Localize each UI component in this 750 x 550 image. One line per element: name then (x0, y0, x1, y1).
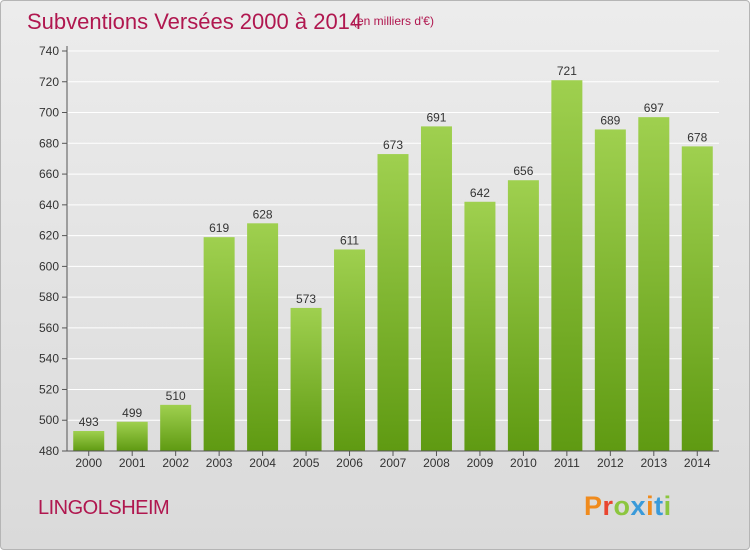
x-tick-label: 2000 (75, 456, 102, 470)
y-tick-label: 500 (39, 413, 59, 427)
bars (73, 80, 713, 452)
bar (334, 249, 366, 451)
data-label: 493 (79, 415, 99, 429)
x-tick-label: 2002 (162, 456, 189, 470)
y-tick-label: 480 (39, 444, 59, 458)
y-tick-label: 700 (39, 106, 59, 120)
chart-subtitle: (en milliers d'€) (353, 14, 434, 28)
bar (203, 237, 235, 451)
bar (594, 129, 626, 451)
x-tick-label: 2004 (249, 456, 276, 470)
data-label: 573 (296, 292, 316, 306)
bar (377, 154, 409, 452)
y-tick-label: 600 (39, 259, 59, 273)
x-tick-label: 2007 (380, 456, 407, 470)
data-label: 691 (426, 110, 446, 124)
data-label: 510 (166, 389, 186, 403)
bar (681, 146, 713, 451)
commune-name: LINGOLSHEIM (38, 497, 170, 519)
x-tick-label: 2003 (206, 456, 233, 470)
bar (160, 404, 192, 451)
bar (464, 201, 496, 451)
data-label: 619 (209, 221, 229, 235)
x-tick-label: 2008 (423, 456, 450, 470)
x-tick-label: 2014 (684, 456, 711, 470)
data-label: 673 (383, 138, 403, 152)
data-labels: 493 499 510 619 628 573 611 673 691 642 656 721 689 6… (79, 64, 708, 429)
bar (116, 421, 148, 451)
x-tick-label: 2012 (597, 456, 624, 470)
y-tick-label: 520 (39, 382, 59, 396)
y-tick-label: 680 (39, 136, 59, 150)
y-tick-label: 740 (39, 44, 59, 58)
y-tick-label: 620 (39, 229, 59, 243)
y-tick-label: 660 (39, 167, 59, 181)
data-label: 642 (470, 186, 490, 200)
axes: 480 500 520 540 560 580 600 620 640 660 680 700 720 7… (39, 44, 719, 470)
x-tick-label: 2013 (640, 456, 667, 470)
proxiti-logo: Proxiti (584, 491, 672, 521)
x-tick-label: 2006 (336, 456, 363, 470)
bar (290, 307, 322, 451)
data-label: 656 (513, 164, 533, 178)
y-tick-label: 560 (39, 321, 59, 335)
x-tick-label: 2011 (554, 456, 580, 470)
bar (507, 180, 539, 451)
data-label: 721 (557, 64, 577, 78)
y-tick-label: 640 (39, 198, 59, 212)
x-tick-label: 2010 (510, 456, 537, 470)
data-label: 678 (687, 130, 707, 144)
bar (638, 117, 670, 452)
chart-title: Subventions Versées 2000 à 2014 (27, 9, 363, 34)
bar (551, 80, 583, 451)
data-label: 697 (644, 101, 664, 115)
x-tick-label: 2009 (467, 456, 494, 470)
x-tick-label: 2001 (119, 456, 146, 470)
data-label: 611 (340, 233, 359, 247)
y-tick-label: 720 (39, 75, 59, 89)
data-label: 499 (122, 406, 142, 420)
bar (420, 126, 452, 451)
data-label: 628 (253, 207, 273, 221)
bar (247, 223, 279, 451)
x-tick-label: 2005 (293, 456, 320, 470)
y-tick-label: 580 (39, 290, 59, 304)
bar (73, 431, 105, 451)
y-tick-label: 540 (39, 352, 59, 366)
data-label: 689 (600, 113, 620, 127)
